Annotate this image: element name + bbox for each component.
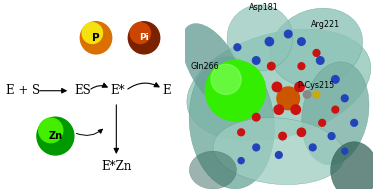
Circle shape — [238, 129, 245, 136]
Circle shape — [279, 132, 286, 140]
Circle shape — [39, 118, 63, 143]
Circle shape — [332, 106, 339, 113]
Circle shape — [295, 82, 304, 92]
Ellipse shape — [227, 5, 293, 71]
Circle shape — [313, 91, 320, 98]
Circle shape — [291, 105, 301, 114]
Circle shape — [285, 30, 292, 38]
Text: Zn: Zn — [48, 131, 62, 141]
Circle shape — [303, 91, 311, 98]
Circle shape — [80, 22, 112, 54]
Circle shape — [297, 128, 305, 136]
Circle shape — [267, 62, 275, 70]
Ellipse shape — [187, 29, 371, 141]
Text: E*Zn: E*Zn — [101, 160, 132, 173]
Text: Arg221: Arg221 — [311, 20, 340, 29]
Text: E: E — [163, 84, 171, 97]
Circle shape — [351, 119, 358, 126]
Circle shape — [332, 76, 339, 83]
Circle shape — [82, 23, 103, 43]
Circle shape — [211, 64, 241, 94]
Circle shape — [206, 60, 266, 121]
Ellipse shape — [330, 142, 373, 189]
Text: P: P — [92, 33, 100, 43]
Circle shape — [37, 117, 74, 155]
Circle shape — [253, 113, 260, 121]
Ellipse shape — [189, 57, 274, 189]
Circle shape — [319, 119, 326, 126]
Ellipse shape — [189, 151, 236, 189]
Circle shape — [309, 144, 316, 151]
Circle shape — [341, 95, 348, 102]
Text: Pi: Pi — [139, 33, 149, 42]
Circle shape — [128, 22, 160, 54]
Text: Asp181: Asp181 — [249, 3, 278, 12]
Circle shape — [272, 82, 282, 92]
Circle shape — [316, 57, 324, 64]
Ellipse shape — [182, 24, 244, 109]
Text: Gln266: Gln266 — [190, 62, 219, 71]
Circle shape — [253, 144, 260, 151]
Ellipse shape — [302, 62, 369, 165]
Circle shape — [274, 105, 283, 114]
Text: P-Cys215: P-Cys215 — [298, 81, 335, 90]
Circle shape — [234, 44, 241, 51]
Text: E + S: E + S — [6, 84, 40, 97]
Circle shape — [130, 23, 150, 43]
Circle shape — [275, 152, 282, 158]
Circle shape — [328, 133, 335, 139]
Text: ES: ES — [74, 84, 91, 97]
Circle shape — [265, 37, 273, 46]
Circle shape — [298, 38, 305, 45]
Circle shape — [238, 158, 244, 164]
Ellipse shape — [213, 118, 345, 185]
Circle shape — [253, 57, 260, 64]
Circle shape — [313, 50, 320, 56]
Circle shape — [277, 87, 300, 110]
Text: E*: E* — [111, 84, 125, 97]
Ellipse shape — [270, 8, 363, 86]
Circle shape — [298, 63, 305, 70]
Circle shape — [342, 148, 348, 154]
